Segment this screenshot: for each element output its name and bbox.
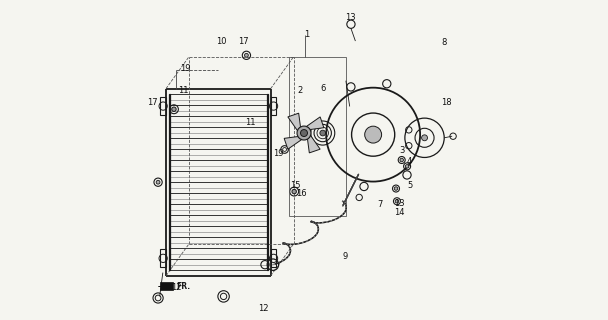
- Circle shape: [300, 130, 308, 137]
- Circle shape: [394, 187, 398, 190]
- Polygon shape: [308, 135, 320, 153]
- Circle shape: [292, 189, 296, 194]
- Text: 5: 5: [407, 181, 413, 190]
- Text: 12: 12: [171, 283, 182, 292]
- Bar: [289, 57, 346, 215]
- Text: 1: 1: [304, 30, 309, 39]
- Bar: [267, 94, 268, 270]
- Polygon shape: [284, 137, 302, 149]
- Text: 17: 17: [147, 99, 157, 108]
- Text: 6: 6: [320, 84, 326, 93]
- Circle shape: [365, 126, 382, 143]
- Text: 10: 10: [216, 36, 227, 45]
- Circle shape: [156, 180, 160, 184]
- Text: 13: 13: [345, 13, 356, 22]
- Bar: [161, 250, 166, 267]
- Text: 17: 17: [238, 37, 249, 46]
- Circle shape: [400, 158, 404, 162]
- Polygon shape: [306, 117, 324, 130]
- Polygon shape: [158, 283, 173, 290]
- Text: 15: 15: [290, 181, 300, 190]
- Circle shape: [395, 199, 399, 203]
- Text: 14: 14: [394, 208, 404, 217]
- Text: 18: 18: [441, 99, 452, 108]
- Circle shape: [297, 126, 311, 140]
- Text: 19: 19: [181, 63, 191, 73]
- Text: 13: 13: [394, 199, 404, 208]
- Circle shape: [320, 130, 325, 136]
- Circle shape: [244, 53, 248, 57]
- Text: 3: 3: [399, 146, 405, 155]
- Text: FR.: FR.: [176, 282, 190, 291]
- Polygon shape: [288, 113, 300, 131]
- Bar: [271, 97, 277, 115]
- Bar: [168, 94, 170, 270]
- Text: 19: 19: [273, 148, 283, 157]
- Circle shape: [171, 107, 176, 111]
- Circle shape: [406, 164, 409, 168]
- Bar: [271, 250, 277, 267]
- Text: 11: 11: [178, 86, 188, 95]
- Text: 16: 16: [296, 189, 307, 198]
- Circle shape: [421, 135, 427, 141]
- Bar: [161, 97, 166, 115]
- Text: 2: 2: [297, 86, 303, 95]
- Text: 9: 9: [343, 252, 348, 261]
- Text: 12: 12: [258, 304, 269, 313]
- Text: 8: 8: [441, 38, 446, 47]
- Text: 7: 7: [378, 200, 383, 209]
- Text: 11: 11: [245, 118, 255, 127]
- Text: 4: 4: [407, 157, 412, 166]
